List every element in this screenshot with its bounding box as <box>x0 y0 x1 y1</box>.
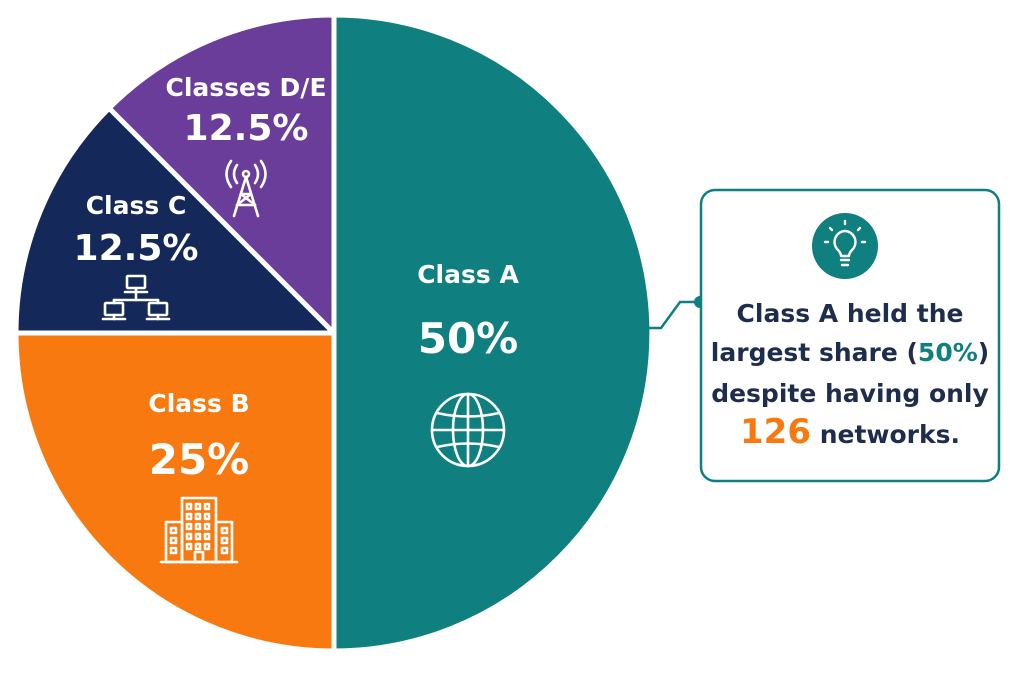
callout-line: despite having only <box>711 379 989 408</box>
slice-value-label: 50% <box>418 314 519 363</box>
callout-line: Class A held the <box>737 299 964 328</box>
callout-line: largest share (50%) <box>711 338 989 367</box>
pie-slices <box>13 12 655 654</box>
network-icon <box>101 274 171 321</box>
pie-slice-classes-d-e <box>106 12 337 336</box>
slice-label: Class A <box>417 260 519 289</box>
antenna-tower-icon <box>225 159 267 218</box>
slice-value-label: 12.5% <box>74 228 199 269</box>
callout-line: 126 networks. <box>740 412 960 452</box>
slice-label: Classes D/E <box>165 73 326 102</box>
slice-value-label: 25% <box>149 435 250 484</box>
callout-text: Class A held the largest share (50%) despi… <box>711 299 989 452</box>
building-icon <box>159 496 239 564</box>
pie-slice-class-a <box>331 12 655 654</box>
callout-box: Class A held the largest share (50%) despi… <box>699 188 1001 483</box>
slice-label: Class B <box>148 389 249 418</box>
callout-connector <box>626 300 700 330</box>
pie-slice-class-c <box>13 105 337 336</box>
pie-slice-class-b <box>13 330 337 654</box>
slice-label: Class C <box>86 191 187 220</box>
globe-icon <box>430 392 506 468</box>
slice-value-label: 12.5% <box>184 108 309 149</box>
pie-labels: Class A 50% Class B 25% Class C 12.5% Classes … <box>74 73 519 564</box>
lightbulb-icon <box>812 213 878 279</box>
